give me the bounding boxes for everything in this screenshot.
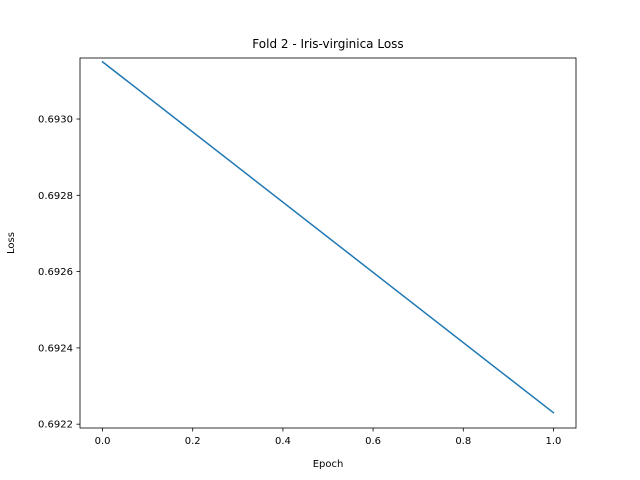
x-tick-label: 0.8 [455,436,471,447]
y-tick-label: 0.6926 [38,267,73,278]
x-tick-label: 0.4 [275,436,291,447]
x-tick-label: 0.6 [365,436,381,447]
plot-area [101,60,555,414]
y-tick-label: 0.6928 [38,191,73,202]
x-axis: 0.0 0.2 0.4 0.6 0.8 1.0 [95,428,562,447]
x-tick-label: 1.0 [546,436,562,447]
x-axis-label: Epoch [313,459,344,470]
y-axis: 0.6922 0.6924 0.6926 0.6928 0.6930 [38,115,80,431]
chart-title: Fold 2 - Iris-virginica Loss [252,37,403,51]
y-tick-label: 0.6922 [38,420,73,431]
axes-frame [79,57,577,429]
y-tick-label: 0.6924 [38,343,73,354]
x-tick-label: 0.2 [185,436,201,447]
x-tick-label: 0.0 [95,436,111,447]
loss-series-line [101,60,555,414]
y-tick-label: 0.6930 [38,115,73,126]
y-axis-label: Loss [6,232,17,254]
